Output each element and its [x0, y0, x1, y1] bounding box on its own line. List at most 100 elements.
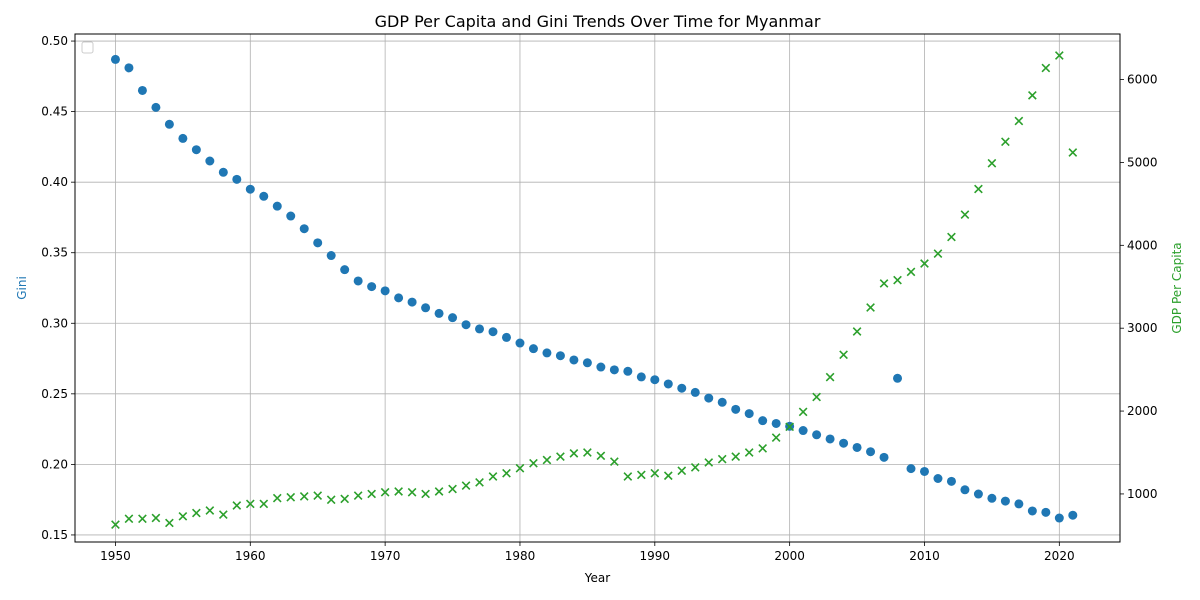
- gini-point: [488, 327, 498, 337]
- gini-point: [663, 379, 673, 389]
- gini-point: [839, 438, 849, 448]
- gdp-point: [906, 267, 916, 277]
- gini-point: [542, 348, 552, 358]
- gini-point: [650, 375, 660, 385]
- gdp-point: [825, 372, 835, 382]
- gini-point: [326, 251, 336, 261]
- left-axis-title: Gini: [15, 276, 29, 300]
- gini-point: [704, 393, 714, 403]
- gini-point: [475, 324, 485, 334]
- gdp-point: [299, 492, 309, 501]
- gdp-point: [394, 487, 403, 496]
- gdp-point: [461, 481, 471, 491]
- gdp-point: [421, 489, 430, 499]
- gdp-point: [785, 422, 795, 432]
- gdp-point: [609, 457, 619, 466]
- gdp-point: [1054, 51, 1064, 60]
- left-axis-ticks: 0.15 0.20 0.25 0.30 0.35 0.40 0.45 0.50: [41, 34, 75, 542]
- gini-point: [501, 332, 511, 342]
- gdp-point: [987, 158, 997, 168]
- gini-point: [582, 358, 592, 368]
- gini-point: [421, 303, 431, 313]
- gdp-point: [111, 520, 120, 529]
- gini-point: [812, 430, 822, 440]
- gdp-point: [326, 495, 336, 505]
- gini-point: [515, 338, 525, 348]
- gdp-point: [771, 433, 781, 442]
- gdp-point: [151, 513, 161, 523]
- plot-frame: [74, 33, 1121, 543]
- gdp-point: [259, 499, 269, 509]
- right-axis-title: GDP Per Capita: [1170, 242, 1184, 333]
- gini-point: [825, 434, 835, 444]
- gini-point: [1068, 510, 1078, 520]
- gdp-point: [205, 506, 215, 515]
- right-axis-ticks: 1000 2000 3000 4000 5000 6000: [1120, 73, 1158, 501]
- gdp-point: [178, 511, 188, 521]
- gini-point: [205, 156, 215, 166]
- x-tick-label: 2010: [909, 549, 940, 563]
- gdp-point: [758, 443, 768, 453]
- gini-point: [407, 297, 417, 307]
- gini-point: [299, 224, 309, 234]
- gdp-point: [1014, 116, 1024, 126]
- gdp-point: [677, 466, 687, 476]
- gini-point: [218, 167, 228, 177]
- gdp-point: [704, 458, 714, 467]
- gdp-point: [124, 514, 134, 524]
- gdp-point: [933, 249, 943, 258]
- x-tick-label: 2020: [1044, 549, 1075, 563]
- gdp-point: [353, 491, 363, 500]
- gdp-point: [191, 508, 201, 518]
- gini-point: [879, 452, 889, 462]
- gdp-point: [272, 493, 282, 503]
- left-tick-label: 0.20: [41, 457, 68, 471]
- gdp-point: [866, 303, 875, 312]
- gdp-point: [569, 448, 579, 458]
- gdp-point: [744, 448, 754, 457]
- gdp-point: [690, 463, 700, 472]
- gini-point: [110, 54, 120, 64]
- gdp-point: [1041, 63, 1051, 73]
- gini-point: [313, 238, 323, 248]
- gini-point: [245, 184, 255, 194]
- gdp-point: [852, 327, 862, 336]
- gini-point: [1014, 499, 1024, 509]
- gridlines: [75, 34, 1120, 542]
- gini-point: [178, 133, 188, 143]
- gdp-point: [232, 501, 242, 510]
- gdp-point: [650, 468, 660, 478]
- gdp-point: [947, 232, 956, 242]
- right-tick-label: 4000: [1127, 238, 1158, 252]
- gini-point: [596, 362, 606, 372]
- gdp-point: [515, 463, 525, 473]
- legend-box: [81, 41, 94, 54]
- gini-point: [717, 397, 727, 407]
- gini-point: [946, 476, 956, 486]
- x-tick-label: 2000: [774, 549, 805, 563]
- gdp-point: [974, 184, 983, 194]
- gini-point: [1000, 496, 1010, 506]
- right-tick-label: 6000: [1127, 73, 1158, 87]
- gdp-point: [286, 492, 296, 502]
- gini-point: [259, 191, 269, 201]
- gini-point: [852, 442, 862, 452]
- x-tick-label: 1980: [505, 549, 536, 563]
- gini-series: [110, 54, 1078, 523]
- gini-point: [340, 265, 350, 275]
- x-tick-label: 1990: [640, 549, 671, 563]
- gdp-point: [556, 452, 565, 462]
- gini-point: [272, 201, 282, 211]
- gdp-point: [367, 489, 377, 499]
- gini-point: [461, 320, 471, 330]
- x-tick-label: 1970: [370, 549, 401, 563]
- gdp-point: [583, 448, 592, 457]
- gini-point: [960, 485, 970, 495]
- right-tick-label: 5000: [1127, 155, 1158, 169]
- gini-point: [623, 366, 633, 376]
- gini-point: [124, 63, 134, 73]
- gdp-point: [165, 518, 174, 528]
- gini-point: [353, 276, 363, 286]
